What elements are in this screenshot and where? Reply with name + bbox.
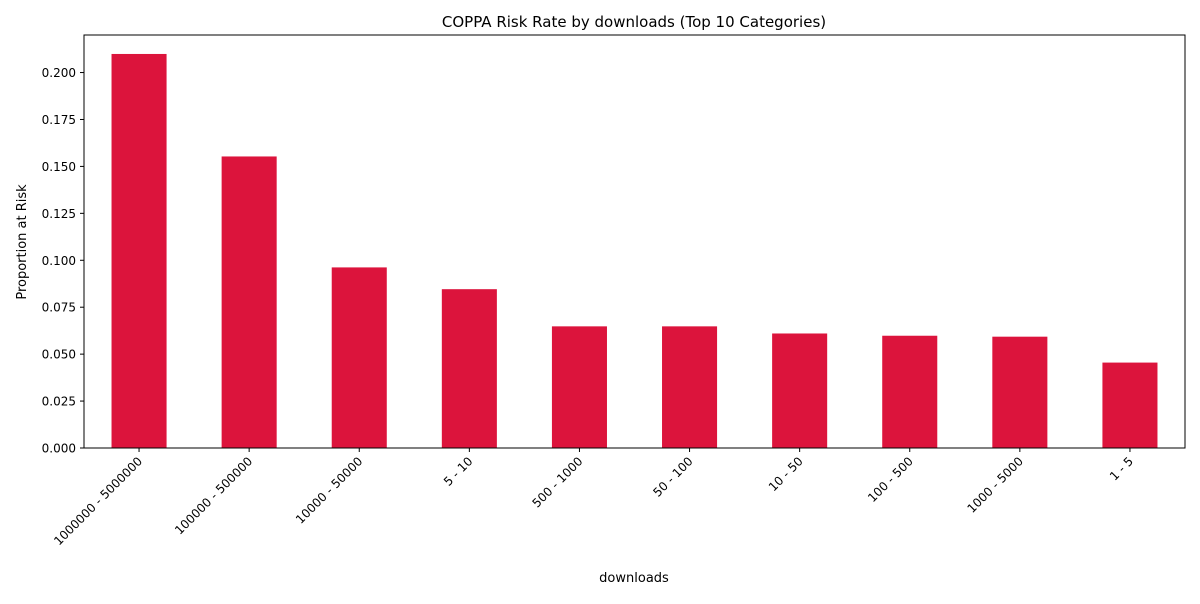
bar [662, 326, 718, 448]
x-tick-label: 100000 - 500000 [172, 454, 255, 537]
bar [882, 335, 938, 448]
y-tick-label: 0.100 [42, 254, 76, 268]
x-tick-label: 1 - 5 [1107, 454, 1136, 483]
y-tick-label: 0.050 [42, 348, 76, 362]
bar [221, 156, 277, 449]
bar [772, 333, 828, 448]
y-tick-label: 0.025 [42, 395, 76, 409]
y-tick-label: 0.150 [42, 160, 76, 174]
y-tick-label: 0.000 [42, 442, 76, 456]
x-tick-label: 100 - 500 [865, 454, 916, 505]
x-axis: 1000000 - 5000000 100000 - 500000 10000 - … [51, 448, 1136, 548]
x-tick-label: 5 - 10 [441, 454, 476, 489]
x-axis-label: downloads [599, 571, 669, 586]
bar [551, 326, 607, 448]
bar [992, 336, 1048, 448]
x-tick-label: 500 - 1000 [529, 454, 585, 510]
y-axis: 0.000 0.025 0.050 0.075 0.100 0.125 0.150 0.175… [42, 66, 84, 456]
x-tick-label: 10000 - 50000 [293, 454, 365, 526]
x-tick-label: 1000 - 5000 [964, 454, 1026, 516]
x-tick-label: 1000000 - 5000000 [51, 454, 145, 548]
y-tick-label: 0.125 [42, 207, 76, 221]
y-tick-label: 0.075 [42, 301, 76, 315]
bar [441, 289, 497, 448]
x-tick-label: 50 - 100 [650, 454, 695, 499]
y-axis-label: Proportion at Risk [15, 184, 30, 300]
y-tick-label: 0.200 [42, 66, 76, 80]
chart-title: COPPA Risk Rate by downloads (Top 10 Cat… [442, 13, 826, 31]
bar [331, 267, 387, 448]
x-tick-label: 10 - 50 [766, 454, 806, 494]
bars [111, 53, 1158, 449]
bar [111, 53, 167, 449]
plot-frame [83, 34, 1186, 449]
bar [1102, 362, 1158, 448]
y-tick-label: 0.175 [42, 113, 76, 127]
